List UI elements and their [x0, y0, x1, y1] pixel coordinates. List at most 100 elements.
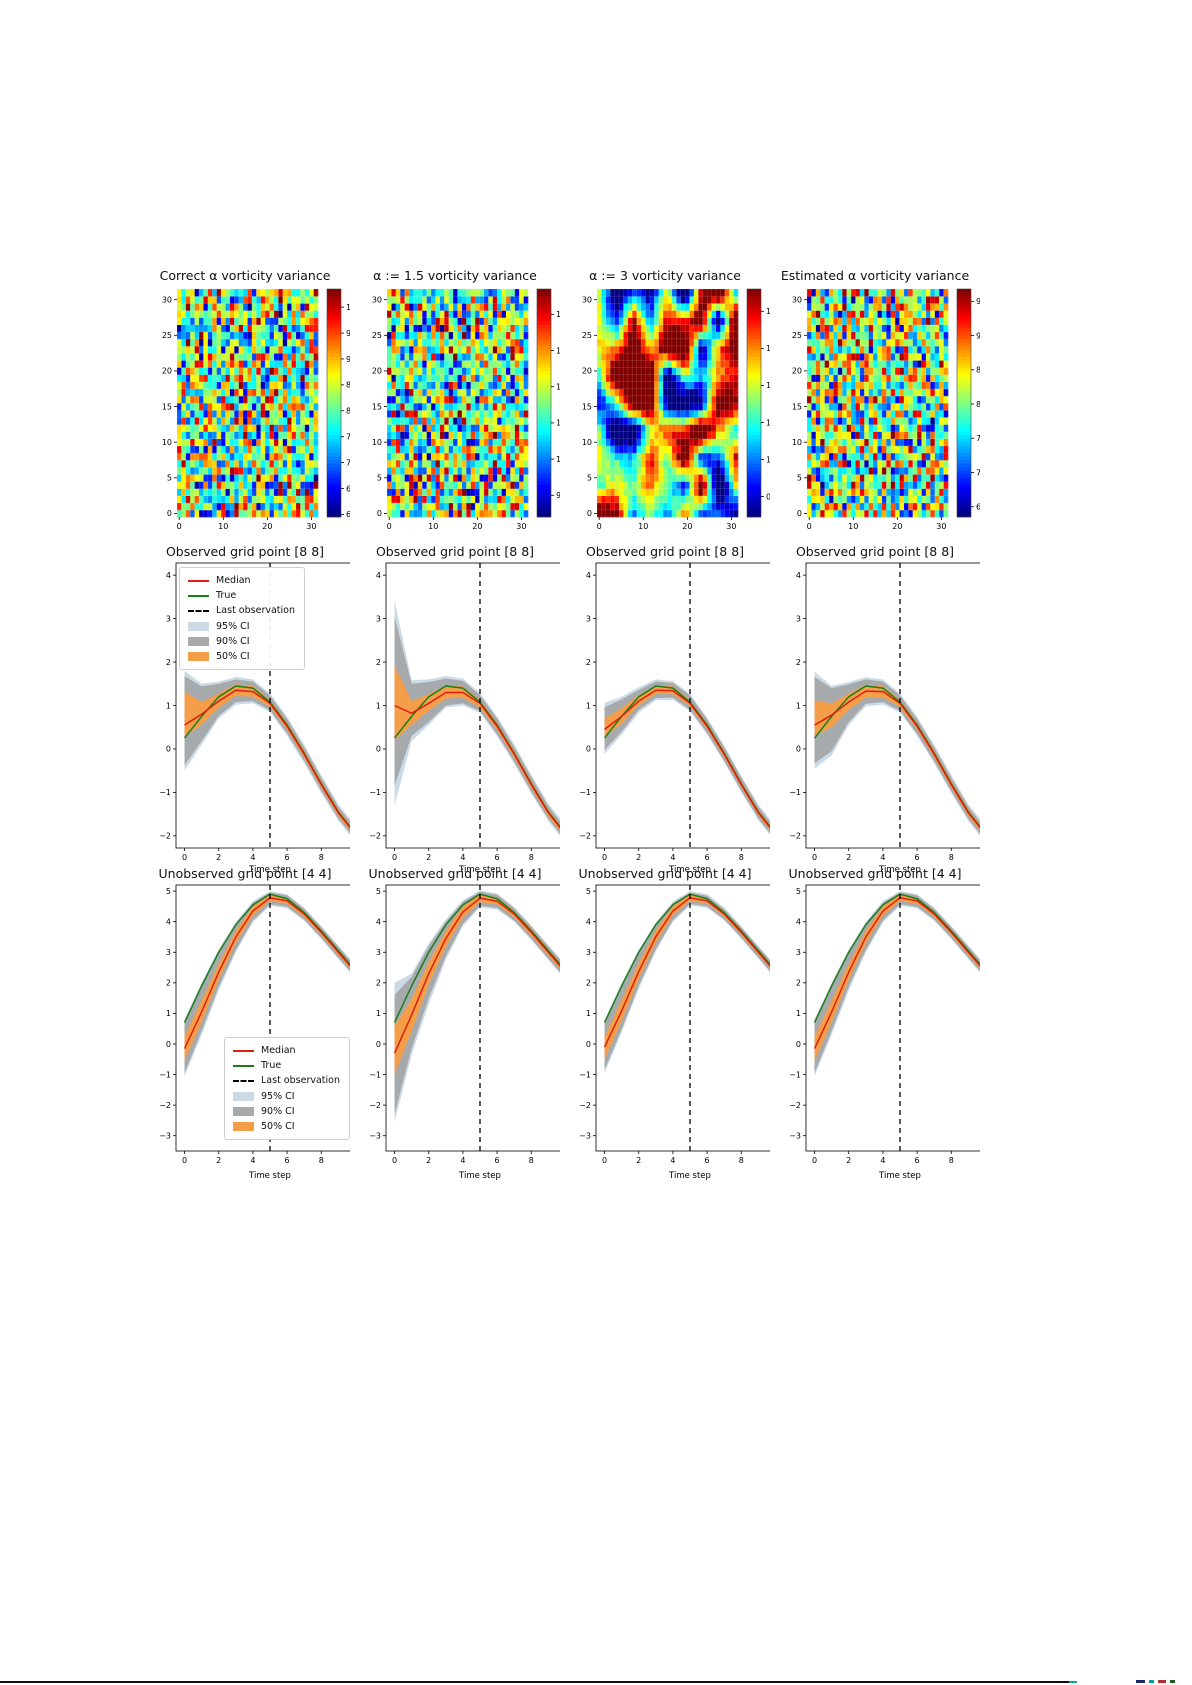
legend-label: 90% CI [261, 1105, 295, 1117]
svg-text:9.5: 9.5 [976, 297, 980, 306]
line-chart-canvas: −3−2−10123450246810 [560, 882, 785, 1174]
svg-text:−2: −2 [159, 1101, 171, 1110]
legend: Median True Last observation 95% CI 90% … [179, 567, 305, 671]
svg-text:5: 5 [377, 474, 382, 483]
unobserved-plot-panel-2: Unobserved grid point [4 4] −3 −2 −1 0 1 2 3 4 5… [350, 865, 575, 1185]
svg-text:30: 30 [306, 522, 316, 531]
legend-item: Last observation [188, 603, 295, 618]
plot-title: α := 3 vorticity variance [589, 268, 741, 283]
ci90-patch-swatch [233, 1106, 254, 1116]
median-line-swatch [233, 1049, 254, 1052]
unobserved-plot-panel-4: Unobserved grid point [4 4] −3 −2 −1 0 1 2 3 4 5… [770, 865, 995, 1185]
svg-text:3: 3 [166, 614, 171, 623]
page-edge-rule-tip [1069, 1681, 1077, 1683]
plot-title: α := 1.5 vorticity variance [373, 268, 537, 283]
artifact-speck [1149, 1680, 1154, 1683]
heatmap-correct-alpha-panel: Correct α vorticity variance 0 5 10 15 20 25 3… [140, 266, 364, 540]
svg-text:0: 0 [377, 509, 382, 518]
svg-text:−1: −1 [369, 788, 381, 797]
svg-text:1: 1 [166, 1009, 171, 1018]
svg-text:1: 1 [376, 701, 381, 710]
svg-text:6: 6 [705, 853, 710, 862]
ci90-patch-swatch [188, 636, 209, 646]
svg-text:0: 0 [812, 853, 817, 862]
line-chart-canvas: −2−1012340246810 [350, 560, 575, 868]
plot-title: Unobserved grid point [4 4] [788, 866, 962, 881]
svg-text:25: 25 [162, 331, 172, 340]
plot-title: Observed grid point [8 8] [375, 544, 535, 559]
svg-text:0: 0 [387, 522, 392, 531]
svg-text:10: 10 [792, 438, 802, 447]
plot-title: Observed grid point [8 8] [795, 544, 955, 559]
svg-text:15: 15 [372, 402, 382, 411]
svg-text:6: 6 [495, 853, 500, 862]
svg-text:15: 15 [582, 402, 592, 411]
plot-title: Observed grid point [8 8] [585, 544, 745, 559]
svg-text:7.0: 7.0 [976, 468, 980, 477]
legend-label: Median [261, 1045, 296, 1056]
svg-text:20: 20 [792, 367, 802, 376]
legend-item: True [188, 588, 295, 603]
svg-text:2: 2 [636, 853, 641, 862]
svg-text:4: 4 [166, 571, 171, 580]
svg-text:0: 0 [167, 509, 172, 518]
heatmap-estimated-alpha-panel: Estimated α vorticity variance 0 5 10 15 20 2… [770, 266, 989, 540]
svg-text:0: 0 [182, 853, 187, 862]
svg-text:20: 20 [582, 367, 592, 376]
svg-text:0: 0 [807, 522, 812, 531]
legend-item: True [233, 1058, 340, 1073]
observed-plot-panel-2: Observed grid point [8 8] −2 −1 0 1 2 3 4 0 2 4 6 8… [350, 543, 575, 881]
legend-label: 90% CI [216, 635, 250, 647]
svg-text:6: 6 [285, 853, 290, 862]
median-line-swatch [188, 579, 209, 582]
svg-text:25: 25 [582, 331, 592, 340]
ci50-patch-swatch [188, 652, 209, 662]
plot-title: Correct α vorticity variance [159, 268, 331, 283]
ci50-patch-swatch [233, 1122, 254, 1132]
plot-title: Observed grid point [8 8] [165, 544, 325, 559]
svg-text:8: 8 [739, 853, 744, 862]
svg-text:9.0: 9.0 [976, 331, 980, 340]
svg-text:20: 20 [682, 522, 692, 531]
heatmap-canvas: 05101520253001020306.06.57.07.58.08.59.0… [140, 286, 364, 540]
true-line-swatch [188, 594, 209, 597]
svg-text:10: 10 [848, 522, 858, 531]
svg-text:5: 5 [587, 474, 592, 483]
svg-text:30: 30 [726, 522, 736, 531]
svg-text:0: 0 [586, 745, 591, 754]
svg-text:1: 1 [586, 701, 591, 710]
svg-text:30: 30 [516, 522, 526, 531]
svg-text:2: 2 [166, 658, 171, 667]
legend-item: 90% CI [188, 634, 295, 649]
svg-text:2: 2 [216, 853, 221, 862]
last-observation-dash-swatch [188, 609, 209, 612]
svg-text:25: 25 [792, 331, 802, 340]
svg-text:10: 10 [372, 438, 382, 447]
x-axis-label: Time step [879, 1171, 921, 1181]
legend-item: 50% CI [188, 649, 295, 664]
observed-plot-panel-4: Observed grid point [8 8] −2 −1 0 1 2 3 4 0 2 4 6 8… [770, 543, 995, 881]
line-chart-canvas: −2−1012340246810 [140, 560, 365, 868]
svg-text:−2: −2 [369, 832, 381, 841]
svg-text:10: 10 [218, 522, 228, 531]
svg-text:4: 4 [166, 917, 171, 926]
legend-label: Median [216, 575, 251, 586]
legend-label: True [261, 1060, 282, 1072]
svg-text:1: 1 [796, 701, 801, 710]
legend: Median True Last observation 95% CI 90% … [224, 1037, 350, 1141]
artifact-speck [1136, 1680, 1145, 1683]
svg-text:−3: −3 [159, 1132, 171, 1141]
svg-text:30: 30 [582, 295, 592, 304]
plot-title: Unobserved grid point [4 4] [578, 866, 752, 881]
plot-title: Unobserved grid point [4 4] [368, 866, 542, 881]
legend-label: 95% CI [216, 620, 250, 632]
svg-text:0: 0 [797, 509, 802, 518]
x-axis-label: Time step [669, 1171, 711, 1181]
line-chart-canvas: −2−1012340246810 [560, 560, 785, 868]
legend-item: 95% CI [233, 1089, 340, 1104]
observed-plot-panel-1: Observed grid point [8 8] −2 −1 0 1 2 3 4 0 2 4 6 8… [140, 543, 365, 881]
page-edge-rule [0, 1681, 1076, 1683]
line-chart-canvas: −3−2−10123450246810 [350, 882, 575, 1174]
line-chart-canvas: −3−2−10123450246810 [770, 882, 995, 1174]
svg-text:−1: −1 [159, 788, 171, 797]
